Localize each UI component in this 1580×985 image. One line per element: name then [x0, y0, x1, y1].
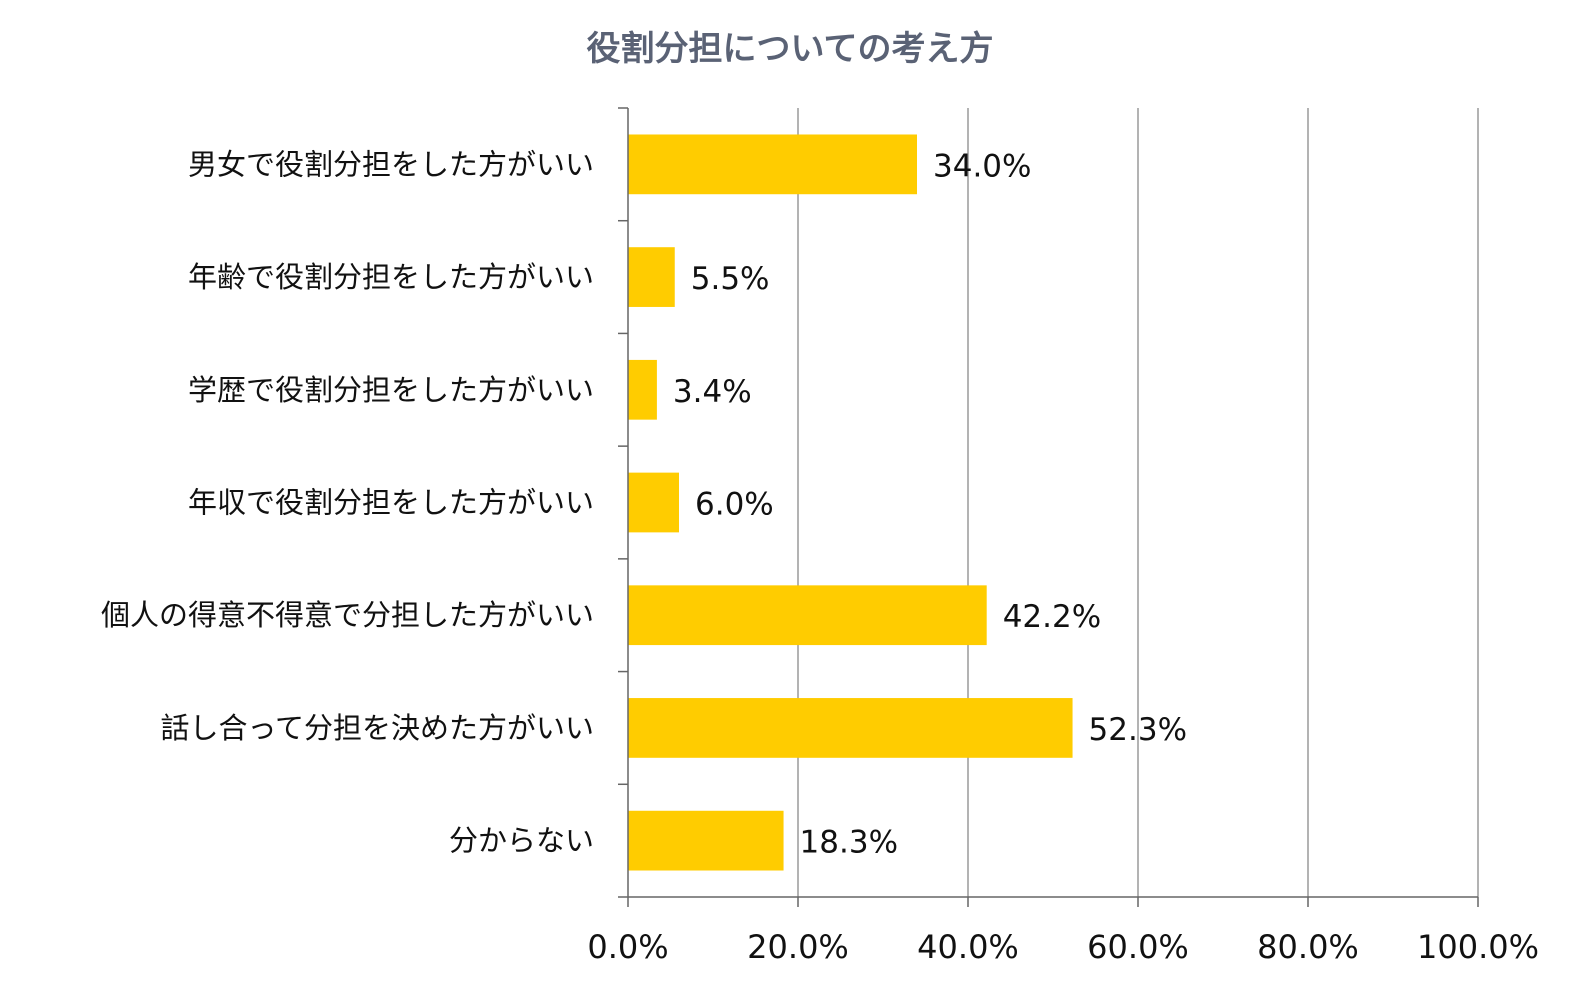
- axes: 男女で役割分担をした方がいい 34.0% 年齢で役割分担をした方がいい 5.5% 学歴で…: [101, 107, 1539, 966]
- category-label-5: 話し合って分担を決めた方がいい: [160, 711, 594, 745]
- category-label-6: 分からない: [449, 824, 594, 858]
- bar-6: [628, 810, 784, 871]
- value-label-2: 3.4%: [673, 374, 752, 410]
- value-label-0: 34.0%: [933, 148, 1031, 184]
- x-tick-label-5: 100.0%: [1417, 928, 1539, 966]
- x-tick-label-4: 80.0%: [1257, 928, 1359, 966]
- value-label-1: 5.5%: [691, 261, 770, 297]
- bar-3: [628, 472, 679, 533]
- value-label-3: 6.0%: [695, 487, 774, 523]
- bar-4: [628, 585, 987, 646]
- bar-0: [628, 134, 917, 195]
- category-label-2: 学歴で役割分担をした方がいい: [188, 373, 594, 407]
- bars: [628, 134, 1073, 871]
- category-label-3: 年収で役割分担をした方がいい: [188, 486, 594, 520]
- bar-5: [628, 698, 1073, 758]
- x-tick-label-3: 60.0%: [1087, 928, 1189, 966]
- value-label-6: 18.3%: [800, 825, 898, 861]
- bar-2: [628, 359, 657, 420]
- category-label-1: 年齢で役割分担をした方がいい: [188, 260, 594, 294]
- x-tick-label-0: 0.0%: [587, 928, 668, 966]
- x-tick-label-1: 20.0%: [747, 928, 849, 966]
- bar-1: [628, 247, 675, 307]
- category-label-0: 男女で役割分担をした方がいい: [188, 147, 594, 181]
- category-label-4: 個人の得意不得意で分担した方がいい: [101, 598, 594, 632]
- chart-title: 役割分担についての考え方: [587, 29, 994, 69]
- gridlines: [797, 108, 1479, 897]
- x-tick-label-2: 40.0%: [917, 928, 1019, 966]
- value-label-5: 52.3%: [1089, 712, 1187, 748]
- value-label-4: 42.2%: [1003, 599, 1101, 635]
